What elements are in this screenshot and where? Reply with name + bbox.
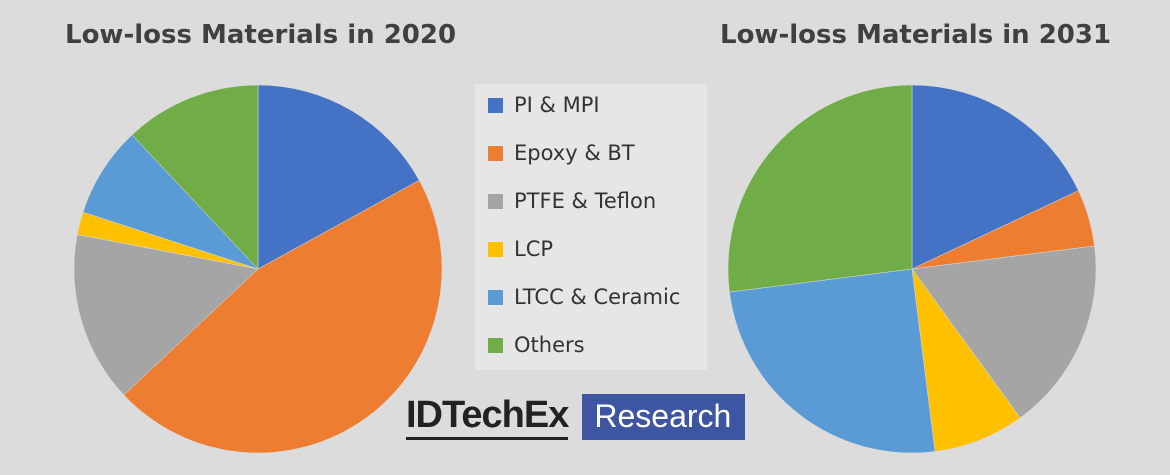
logo-brand: IDTechEx xyxy=(406,395,569,440)
pie-slice-ptfe-teflon xyxy=(911,245,1097,419)
legend-swatch xyxy=(488,241,503,257)
chart-title-2020: Low-loss Materials in 2020 xyxy=(65,20,457,50)
pie-slice-pi-mpi xyxy=(911,84,1079,270)
legend-label: Others xyxy=(514,333,585,357)
idtechex-logo: IDTechEx Research xyxy=(406,394,746,440)
pie-slice-others xyxy=(131,84,259,270)
pie-chart-2031 xyxy=(727,84,1097,454)
legend-label: LTCC & Ceramic xyxy=(514,285,681,309)
legend-swatch xyxy=(488,145,503,161)
legend-swatch xyxy=(488,97,503,113)
legend: PI & MPI Epoxy & BT PTFE & Teflon LCP LT… xyxy=(475,84,707,370)
pie-slice-others xyxy=(727,84,913,293)
chart-title-2031: Low-loss Materials in 2031 xyxy=(720,20,1112,50)
legend-item-ltcc-ceramic: LTCC & Ceramic xyxy=(488,285,680,309)
pie-slice-lcp xyxy=(911,268,1021,452)
pie-slice-ltcc-ceramic xyxy=(82,134,259,270)
pie-slice-ptfe-teflon xyxy=(73,234,259,396)
legend-swatch xyxy=(488,193,503,209)
pie-slice-epoxy-bt xyxy=(123,180,443,454)
pie-slice-ltcc-ceramic xyxy=(729,268,936,454)
pie-chart-2020 xyxy=(73,84,443,454)
legend-item-pi-mpi: PI & MPI xyxy=(488,93,600,117)
pie-slice-pi-mpi xyxy=(257,84,420,270)
legend-label: LCP xyxy=(514,237,554,261)
logo-research-badge: Research xyxy=(582,394,746,440)
legend-item-others: Others xyxy=(488,333,585,357)
legend-item-lcp: LCP xyxy=(488,237,553,261)
legend-swatch xyxy=(488,289,503,305)
legend-item-epoxy-bt: Epoxy & BT xyxy=(488,141,635,165)
legend-item-ptfe-teflon: PTFE & Teflon xyxy=(488,189,656,213)
legend-swatch xyxy=(488,337,503,353)
legend-label: PI & MPI xyxy=(514,93,600,117)
legend-label: Epoxy & BT xyxy=(514,141,635,165)
legend-label: PTFE & Teflon xyxy=(514,189,657,213)
